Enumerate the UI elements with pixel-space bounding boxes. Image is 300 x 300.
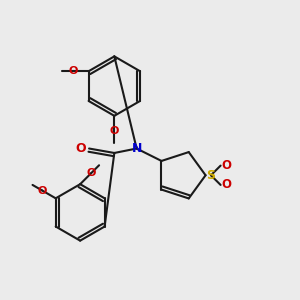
Text: O: O: [221, 159, 231, 172]
Text: O: O: [110, 126, 119, 136]
Text: O: O: [86, 168, 96, 178]
Text: S: S: [206, 169, 215, 182]
Text: O: O: [221, 178, 231, 191]
Text: O: O: [75, 142, 86, 155]
Text: O: O: [38, 186, 47, 196]
Text: N: N: [131, 142, 142, 155]
Text: O: O: [68, 66, 78, 76]
